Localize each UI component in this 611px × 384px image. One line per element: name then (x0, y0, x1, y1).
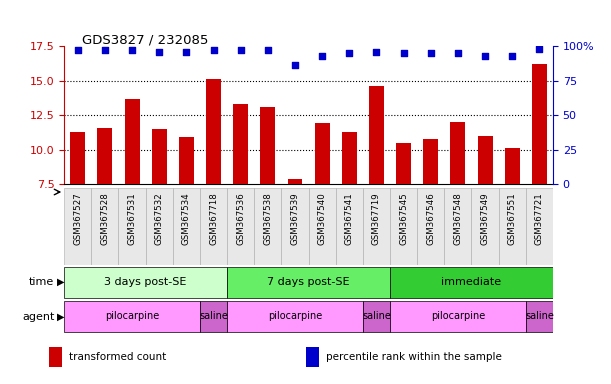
FancyBboxPatch shape (64, 188, 91, 265)
Text: saline: saline (199, 311, 228, 321)
Text: GSM367536: GSM367536 (236, 192, 245, 245)
Point (453, 50, 463, 56)
Bar (260, 107, 276, 184)
Text: GSM367539: GSM367539 (290, 192, 299, 245)
Text: GSM367527: GSM367527 (73, 192, 82, 245)
FancyBboxPatch shape (363, 188, 390, 265)
Point (290, 62, 300, 68)
Bar (505, 148, 520, 184)
Bar (152, 129, 167, 184)
Text: GSM367532: GSM367532 (155, 192, 164, 245)
Point (236, 47, 246, 53)
Bar (288, 179, 302, 184)
Bar (390, 301, 526, 332)
Bar (227, 301, 363, 332)
FancyBboxPatch shape (472, 188, 499, 265)
Bar (315, 124, 329, 184)
Point (371, 48, 381, 55)
FancyBboxPatch shape (145, 188, 173, 265)
Point (181, 48, 191, 55)
FancyBboxPatch shape (227, 188, 254, 265)
Text: GSM367721: GSM367721 (535, 192, 544, 245)
Text: GDS3827 / 232085: GDS3827 / 232085 (82, 33, 209, 46)
Text: GSM367718: GSM367718 (209, 192, 218, 245)
Point (480, 53, 490, 59)
Text: GSM367549: GSM367549 (481, 192, 489, 245)
Point (399, 50, 409, 56)
FancyBboxPatch shape (254, 188, 282, 265)
Text: GSM367531: GSM367531 (128, 192, 136, 245)
Text: ▶: ▶ (57, 277, 64, 287)
FancyBboxPatch shape (499, 188, 526, 265)
FancyBboxPatch shape (390, 188, 417, 265)
Bar (478, 136, 492, 184)
Bar (49, 346, 62, 366)
Text: saline: saline (362, 311, 391, 321)
Bar (200, 301, 227, 332)
Bar (532, 64, 547, 184)
Bar (342, 132, 357, 184)
Point (263, 47, 273, 53)
Bar (390, 267, 553, 298)
FancyBboxPatch shape (444, 188, 472, 265)
Text: GSM367545: GSM367545 (399, 192, 408, 245)
FancyBboxPatch shape (526, 188, 553, 265)
Text: agent: agent (22, 312, 54, 322)
Text: GSM367546: GSM367546 (426, 192, 435, 245)
Point (507, 53, 517, 59)
Text: GSM367548: GSM367548 (453, 192, 463, 245)
Bar (64, 301, 200, 332)
Bar (363, 301, 390, 332)
FancyBboxPatch shape (417, 188, 444, 265)
Text: immediate: immediate (441, 276, 502, 286)
Point (426, 50, 436, 56)
Bar (125, 99, 139, 184)
Text: 7 days post-SE: 7 days post-SE (267, 276, 350, 286)
Text: ▶: ▶ (57, 312, 64, 322)
Text: GSM367538: GSM367538 (263, 192, 273, 245)
Bar (70, 132, 85, 184)
Point (100, 47, 110, 53)
Bar (227, 267, 390, 298)
Text: pilocarpine: pilocarpine (268, 311, 322, 321)
FancyBboxPatch shape (119, 188, 145, 265)
Bar (64, 267, 227, 298)
Bar (179, 137, 194, 184)
Point (535, 46, 544, 52)
Bar (233, 104, 248, 184)
Bar (369, 86, 384, 184)
Text: percentile rank within the sample: percentile rank within the sample (326, 351, 502, 362)
Text: saline: saline (525, 311, 554, 321)
Text: GSM367534: GSM367534 (182, 192, 191, 245)
Text: pilocarpine: pilocarpine (431, 311, 485, 321)
Text: GSM367528: GSM367528 (100, 192, 109, 245)
Text: GSM367540: GSM367540 (318, 192, 327, 245)
Text: transformed count: transformed count (69, 351, 166, 362)
FancyBboxPatch shape (200, 188, 227, 265)
Text: GSM367719: GSM367719 (372, 192, 381, 245)
Point (155, 48, 164, 55)
Point (73, 47, 82, 53)
Text: pilocarpine: pilocarpine (105, 311, 159, 321)
FancyBboxPatch shape (282, 188, 309, 265)
Bar (306, 346, 319, 366)
Point (208, 47, 218, 53)
Bar (97, 127, 112, 184)
Bar (206, 79, 221, 184)
Point (127, 47, 137, 53)
Text: 3 days post-SE: 3 days post-SE (104, 276, 187, 286)
FancyBboxPatch shape (91, 188, 119, 265)
Bar (526, 301, 553, 332)
FancyBboxPatch shape (335, 188, 363, 265)
Text: GSM367551: GSM367551 (508, 192, 517, 245)
Point (317, 53, 327, 59)
Bar (396, 143, 411, 184)
Bar (450, 122, 466, 184)
Text: time: time (29, 277, 54, 287)
Point (345, 50, 354, 56)
Text: GSM367541: GSM367541 (345, 192, 354, 245)
Bar (423, 139, 438, 184)
FancyBboxPatch shape (173, 188, 200, 265)
FancyBboxPatch shape (309, 188, 335, 265)
